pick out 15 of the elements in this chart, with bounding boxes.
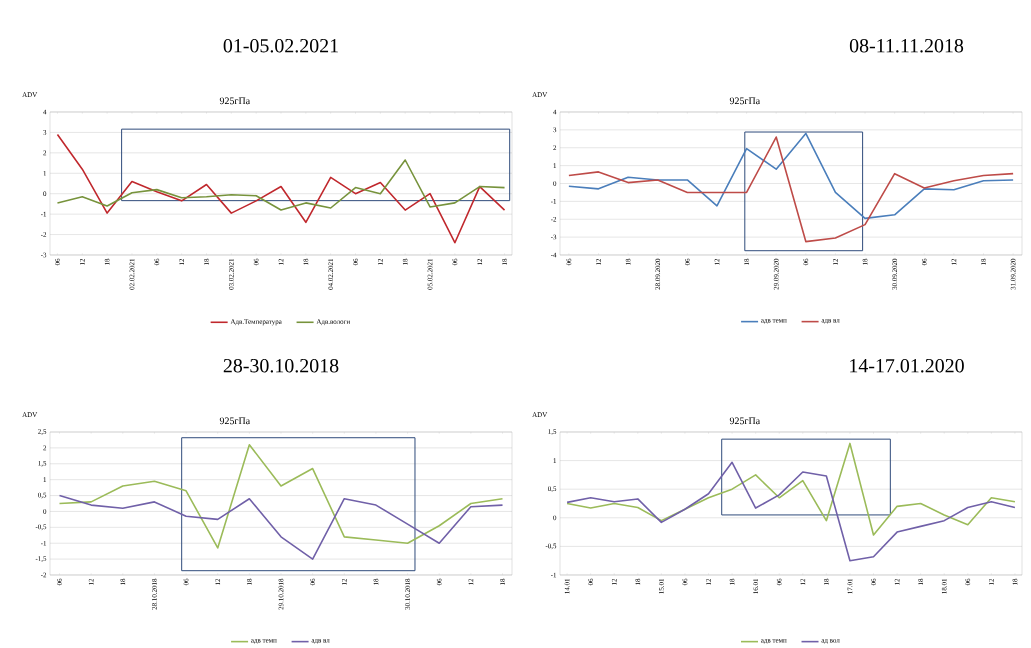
chart-title: 14-17.01.2020 [850, 358, 964, 373]
line-series [56, 159, 506, 211]
chart-subtitle: 925гПа [219, 417, 250, 425]
line-series [58, 494, 504, 560]
line-series [58, 443, 504, 549]
chart-title: 28-30.10.2018 [223, 358, 339, 373]
line-series [568, 132, 1014, 220]
chart-title: 08-11.11.2018 [849, 38, 964, 53]
chart-subtitle: 925гПа [219, 97, 250, 105]
chart-subtitle: 925гПа [729, 97, 760, 105]
line-series [566, 461, 1016, 562]
line-series [56, 133, 506, 244]
line-series [566, 442, 1016, 536]
chart-subtitle: 925гПа [729, 417, 760, 425]
chart-title: 01-05.02.2021 [223, 38, 338, 53]
